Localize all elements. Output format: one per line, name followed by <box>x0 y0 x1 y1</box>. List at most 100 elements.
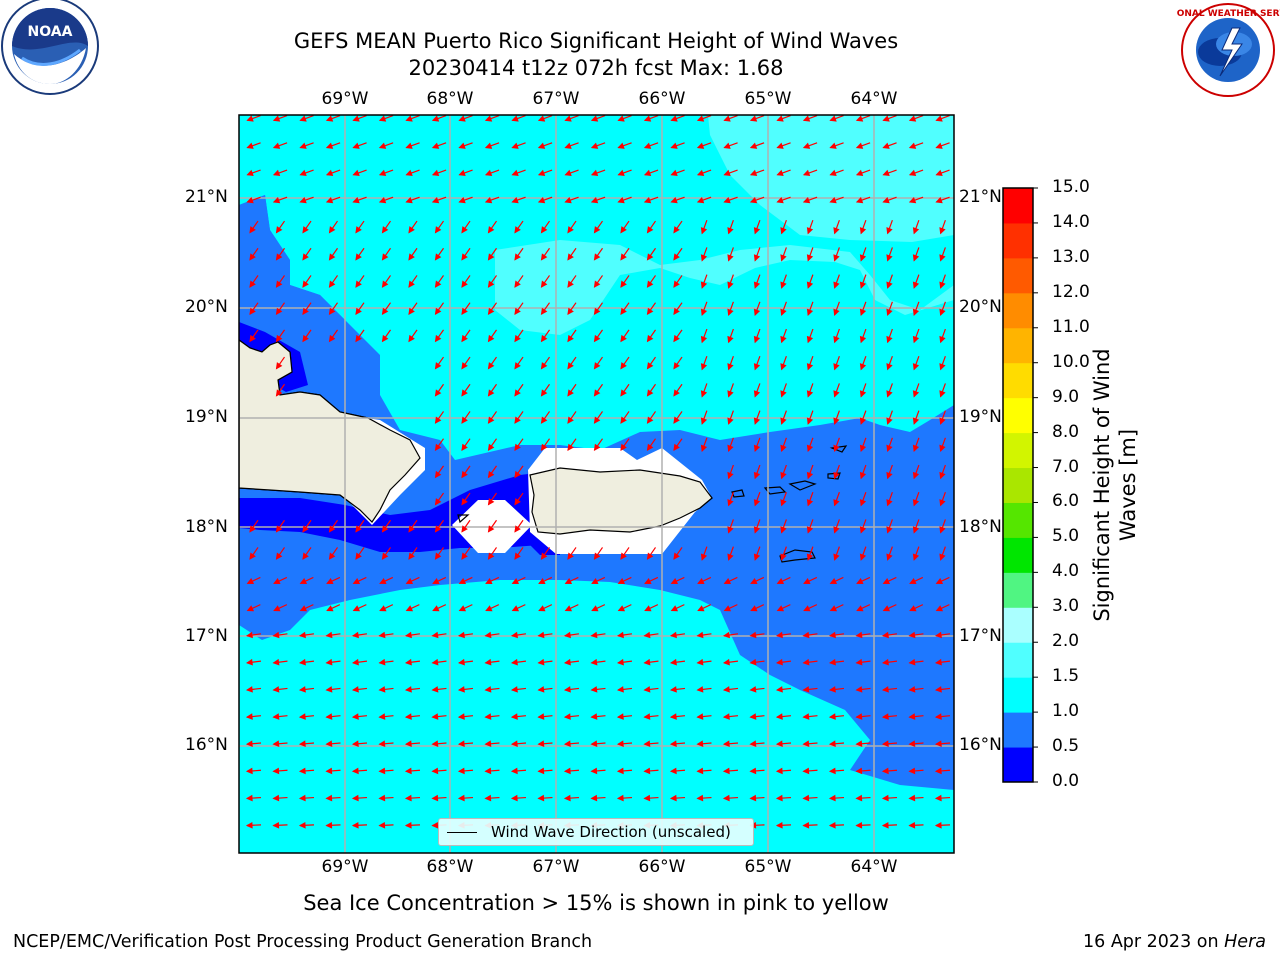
wind-arrow <box>828 631 845 639</box>
lon-label-top: 69°W <box>321 89 369 109</box>
wind-arrow <box>912 546 920 561</box>
wind-arrow <box>567 220 577 234</box>
wind-arrow <box>484 767 500 775</box>
wind-arrow <box>939 464 946 480</box>
wind-arrow <box>859 247 867 262</box>
wind-arrow <box>644 576 659 585</box>
wind-arrow <box>700 410 708 425</box>
colorbar-segment <box>1003 222 1033 259</box>
wind-arrow <box>249 329 259 343</box>
wind-arrow <box>644 604 659 612</box>
wind-arrow <box>780 356 787 371</box>
wind-arrow <box>537 767 553 775</box>
wind-arrow <box>886 492 893 507</box>
wind-arrow <box>457 794 474 802</box>
wind-arrow <box>829 576 844 585</box>
wind-arrow <box>514 383 524 397</box>
wind-arrow <box>540 220 551 234</box>
map-frame <box>238 114 955 854</box>
wind-arrow <box>514 465 524 479</box>
wind-arrow <box>697 576 712 585</box>
wind-arrow <box>780 437 787 453</box>
wind-arrow <box>511 169 526 177</box>
wind-arrow <box>620 356 630 370</box>
wind-arrow <box>753 410 761 425</box>
wind-arrow <box>806 437 814 453</box>
wind-arrow <box>275 247 286 261</box>
wind-arrow <box>298 794 315 802</box>
nws-logo-text: NATIONAL WEATHER SERVICE <box>1176 9 1280 19</box>
wind-arrow <box>882 115 897 122</box>
wind-arrow <box>434 465 445 479</box>
wind-arrow <box>886 437 893 453</box>
wind-arrow <box>643 740 659 748</box>
wind-arrow <box>484 658 500 666</box>
wind-arrow <box>727 383 734 398</box>
wind-arrow <box>511 576 526 585</box>
wind-arrow <box>514 547 524 560</box>
wind-arrow <box>593 329 604 343</box>
wind-arrow <box>802 740 818 748</box>
wind-arrow <box>461 220 471 234</box>
wind-arrow <box>749 142 765 149</box>
wind-arrow <box>723 604 738 612</box>
wind-arrow <box>275 356 286 370</box>
wind-arrow <box>564 604 579 612</box>
wind-arrow <box>404 821 421 829</box>
colorbar-segment <box>1003 292 1033 329</box>
wind-arrow <box>510 740 527 748</box>
wind-arrow <box>381 247 392 261</box>
wind-arrow <box>806 410 814 425</box>
wind-arrow <box>934 740 951 748</box>
wind-arrow <box>829 142 844 149</box>
wind-arrow <box>275 220 286 234</box>
wind-arrow <box>855 631 871 639</box>
wind-arrow <box>833 519 840 534</box>
colorbar-segment <box>1003 572 1033 608</box>
wind-arrow <box>378 821 394 829</box>
wind-arrow <box>673 356 683 370</box>
wind-arrow <box>514 438 524 452</box>
wind-arrow <box>484 142 500 149</box>
wind-arrow <box>806 383 814 398</box>
wind-arrow <box>643 631 659 639</box>
wind-arrow <box>408 220 418 234</box>
colorbar-segment <box>1003 607 1033 643</box>
wind-arrow <box>643 196 659 204</box>
wind-arrow <box>298 821 315 829</box>
wind-arrow <box>753 383 761 398</box>
wind-arrow <box>935 604 950 612</box>
wind-arrow <box>405 169 420 177</box>
wind-arrow <box>328 302 339 316</box>
wind-arrow <box>537 115 553 122</box>
wind-arrow <box>431 115 447 122</box>
wind-arrow <box>780 492 787 507</box>
wind-arrow <box>617 115 632 122</box>
wind-arrow <box>646 247 657 261</box>
wind-arrow <box>461 519 471 533</box>
wind-arrow <box>939 410 946 425</box>
wind-arrow <box>405 142 420 149</box>
wind-arrow <box>696 631 712 639</box>
wind-arrow <box>802 686 818 693</box>
wind-arrow <box>299 169 314 177</box>
wind-arrow <box>590 196 606 204</box>
wind-arrow <box>909 576 924 585</box>
wind-arrow <box>272 115 288 122</box>
wind-arrow <box>381 519 392 533</box>
wind-arrow <box>434 519 445 533</box>
wind-arrow <box>802 713 818 720</box>
wind-arrow <box>855 740 871 748</box>
wind-arrow <box>806 247 814 262</box>
wind-arrow <box>298 767 315 775</box>
wind-arrow <box>912 301 920 317</box>
wind-arrow <box>727 328 734 344</box>
wind-arrow <box>855 713 871 720</box>
wind-arrow <box>620 547 630 560</box>
noaa-logo-text: NOAA <box>28 24 73 40</box>
wind-arrow <box>806 546 814 561</box>
wind-arrow <box>590 658 606 666</box>
wind-arrow <box>908 196 924 204</box>
wind-arrow <box>859 492 867 507</box>
wind-arrow <box>381 302 392 316</box>
